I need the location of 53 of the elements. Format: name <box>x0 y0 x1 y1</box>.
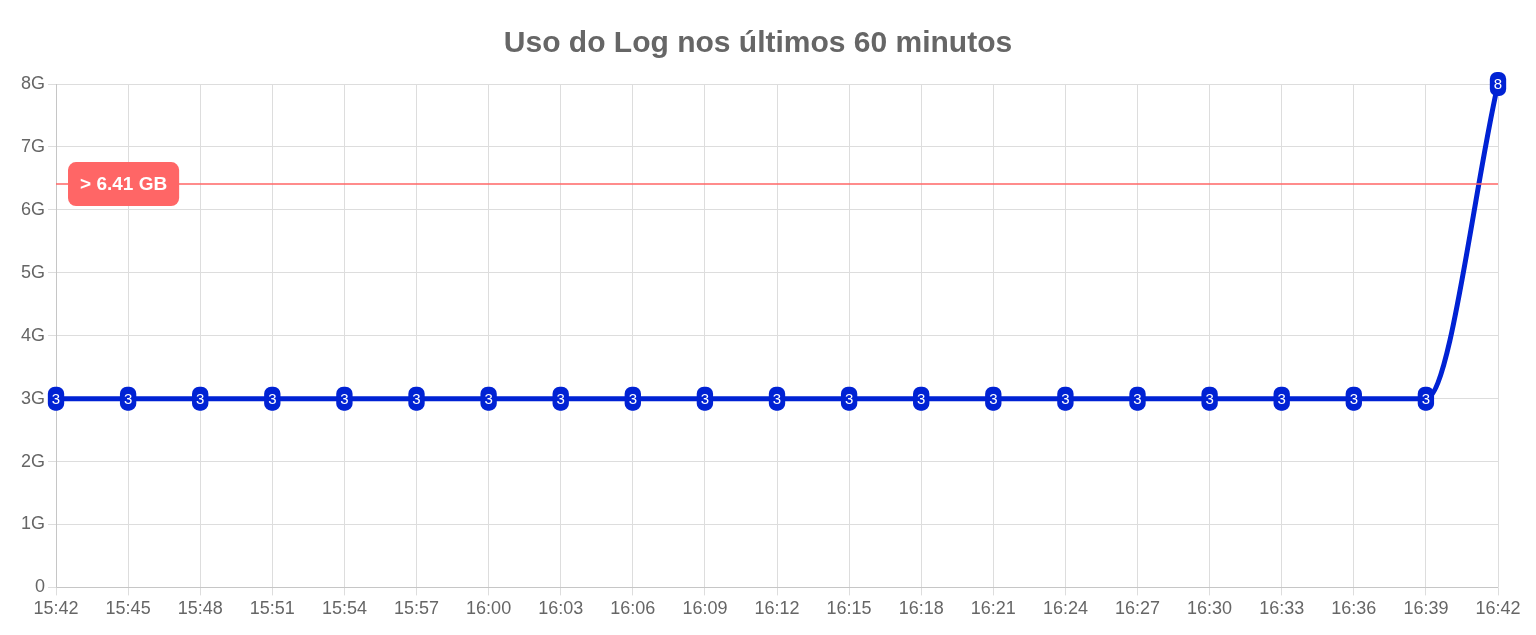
y-tick-label: 6G <box>21 198 46 219</box>
x-tick-label: 16:24 <box>1042 598 1088 619</box>
data-label: 3 <box>628 389 637 407</box>
x-tick-label: 15:45 <box>105 598 151 619</box>
data-label: 3 <box>1061 389 1070 407</box>
data-label: 3 <box>989 389 998 407</box>
x-tick-label: 16:18 <box>898 598 944 619</box>
data-label: 3 <box>484 389 493 407</box>
data-label: 3 <box>556 389 565 407</box>
x-tick-label: 16:42 <box>1475 598 1521 619</box>
x-tick-label: 16:30 <box>1187 598 1233 619</box>
y-tick-label: 2G <box>21 450 46 471</box>
x-tick-label: 16:39 <box>1403 598 1449 619</box>
data-label: 3 <box>844 389 854 407</box>
x-tick-label: 15:51 <box>249 598 295 619</box>
y-tick-label: 0 <box>35 576 46 597</box>
x-tick-label: 16:36 <box>1331 598 1377 619</box>
data-label: 3 <box>1277 389 1286 407</box>
data-label: 3 <box>772 389 782 407</box>
y-tick-label: 3G <box>21 387 46 408</box>
data-label: 3 <box>917 389 926 407</box>
x-tick-label: 16:21 <box>970 598 1016 619</box>
x-tick-label: 15:48 <box>177 598 223 619</box>
data-label: 3 <box>412 389 421 407</box>
x-tick-label: 15:54 <box>321 598 367 619</box>
data-label: 3 <box>700 389 710 407</box>
x-tick-label: 16:06 <box>610 598 656 619</box>
data-label: 3 <box>1205 389 1214 407</box>
x-tick-label: 16:12 <box>754 598 800 619</box>
data-label: 3 <box>1133 389 1142 407</box>
x-tick-label: 16:03 <box>538 598 584 619</box>
y-tick-label: 7G <box>21 135 46 156</box>
data-label: 3 <box>196 389 205 407</box>
y-tick-label: 4G <box>21 324 46 345</box>
x-tick-label: 16:27 <box>1114 598 1161 619</box>
y-tick-label: 1G <box>21 513 46 534</box>
data-label: 3 <box>1421 389 1431 407</box>
data-label: 3 <box>51 389 61 407</box>
x-tick-label: 15:42 <box>33 598 79 619</box>
data-label: 3 <box>340 389 349 407</box>
chart-title: Uso do Log nos últimos 60 minutos <box>503 25 1013 59</box>
y-tick-label: 8G <box>21 72 46 93</box>
y-tick-label: 5G <box>21 261 46 282</box>
data-label: 3 <box>268 389 277 407</box>
data-label: 3 <box>1349 389 1358 407</box>
data-label: 8 <box>1493 75 1503 93</box>
x-tick-label: 16:33 <box>1259 598 1305 619</box>
x-tick-label: 15:57 <box>393 598 440 619</box>
ref-line-label: > 6.41 GB <box>80 173 168 195</box>
data-label: 3 <box>123 389 133 407</box>
x-tick-label: 16:09 <box>682 598 728 619</box>
x-tick-label: 16:15 <box>826 598 872 619</box>
x-tick-label: 16:00 <box>466 598 512 619</box>
